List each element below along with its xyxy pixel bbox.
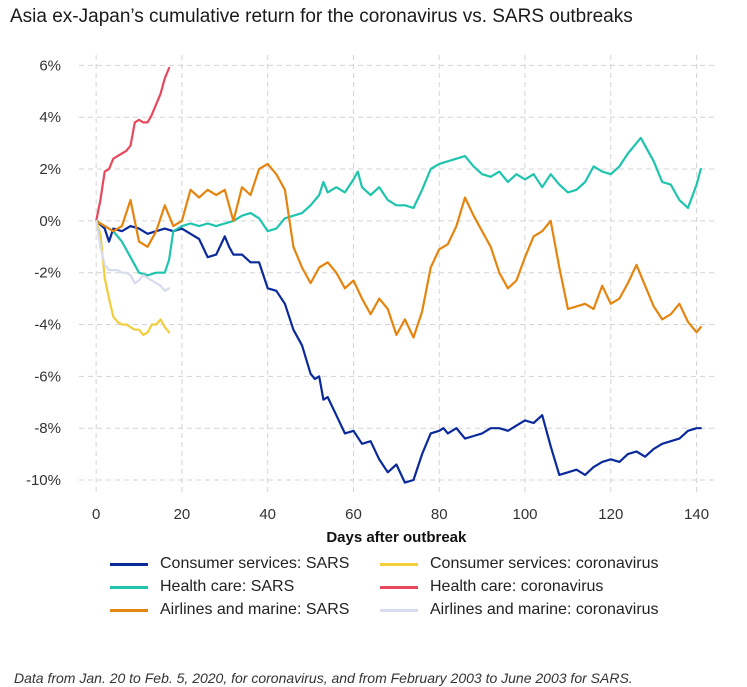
legend-label: Airlines and marine: SARS xyxy=(160,601,350,618)
series-line-health-care-coronavirus xyxy=(95,66,171,222)
y-tick-label: 2% xyxy=(39,161,61,178)
series-line-consumer-services-coronavirus xyxy=(95,219,171,336)
legend-item-airlines-marine-coronavirus: Airlines and marine: coronavirus xyxy=(380,600,710,620)
x-tick-label: 80 xyxy=(431,506,448,523)
legend-label: Consumer services: SARS xyxy=(160,555,350,572)
line-chart: -10% -8% -6% -4% -2% 0% 2% 4% 6% 0 20 40 60 80 100 120 1… xyxy=(26,55,718,546)
series-line-health-care-sars xyxy=(95,136,702,277)
x-axis-title: Days after outbreak xyxy=(326,529,467,546)
y-tick-label: -8% xyxy=(34,420,61,437)
x-tick-label: 60 xyxy=(345,506,362,523)
series-line-airlines-and-marine-coronavirus xyxy=(95,219,171,292)
y-tick-label: -2% xyxy=(34,265,61,282)
y-tick-label: 4% xyxy=(39,109,61,126)
legend: Consumer services: SARS Consumer service… xyxy=(110,554,710,620)
legend-label: Consumer services: coronavirus xyxy=(430,555,659,572)
legend-swatch xyxy=(110,585,148,589)
series-line-airlines-and-marine-sars xyxy=(95,162,702,339)
legend-item-consumer-services-sars: Consumer services: SARS xyxy=(110,554,380,574)
chart-title: Asia ex-Japan’s cumulative return for th… xyxy=(10,6,633,27)
legend-swatch xyxy=(380,562,418,566)
legend-swatch xyxy=(110,608,148,612)
legend-label: Health care: SARS xyxy=(160,578,295,595)
legend-item-health-care-coronavirus: Health care: coronavirus xyxy=(380,577,710,597)
legend-item-consumer-services-coronavirus: Consumer services: coronavirus xyxy=(380,554,710,574)
x-tick-label: 40 xyxy=(259,506,276,523)
series-line-consumer-services-sars xyxy=(95,219,702,484)
footnote: Data from Jan. 20 to Feb. 5, 2020, for c… xyxy=(14,670,633,686)
legend-item-health-care-sars: Health care: SARS xyxy=(110,577,380,597)
legend-item-airlines-marine-sars: Airlines and marine: SARS xyxy=(110,600,380,620)
y-tick-label: 0% xyxy=(39,213,61,230)
x-tick-label: 120 xyxy=(598,506,623,523)
legend-swatch xyxy=(110,562,148,566)
legend-label: Health care: coronavirus xyxy=(430,578,604,595)
x-tick-label: 0 xyxy=(92,506,100,523)
y-tick-label: -4% xyxy=(34,317,61,334)
x-tick-label: 100 xyxy=(512,506,537,523)
y-tick-label: -10% xyxy=(26,472,61,489)
legend-label: Airlines and marine: coronavirus xyxy=(430,601,659,618)
x-tick-label: 140 xyxy=(684,506,709,523)
y-tick-label: 6% xyxy=(39,57,61,74)
legend-swatch xyxy=(380,608,418,612)
y-tick-label: -6% xyxy=(34,368,61,385)
legend-swatch xyxy=(380,585,418,589)
x-tick-label: 20 xyxy=(174,506,191,523)
